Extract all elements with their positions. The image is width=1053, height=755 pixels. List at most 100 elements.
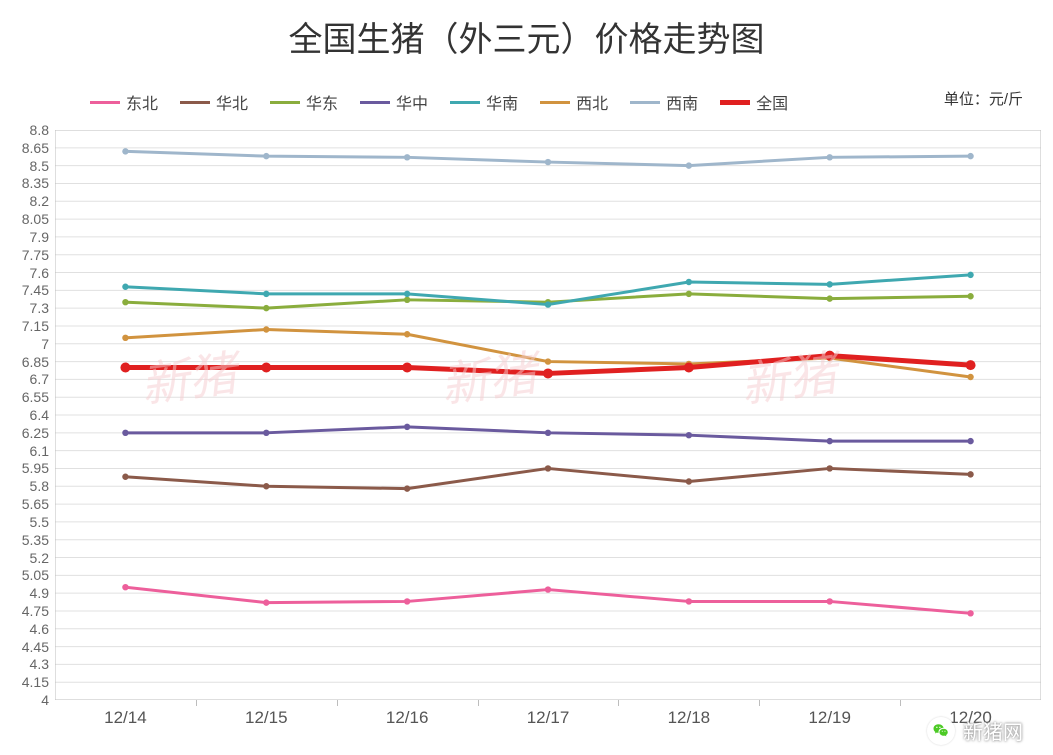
legend-label: 西南 xyxy=(666,90,698,114)
y-tick-label: 5.5 xyxy=(30,514,55,530)
series-marker xyxy=(122,474,128,480)
series-marker xyxy=(686,279,692,285)
series-marker xyxy=(263,599,269,605)
series-marker xyxy=(263,430,269,436)
series-marker xyxy=(263,326,269,332)
series-marker xyxy=(686,162,692,168)
x-tick-mark xyxy=(618,700,619,706)
series-marker xyxy=(545,301,551,307)
y-tick-label: 7 xyxy=(41,336,55,352)
legend-swatch xyxy=(630,101,660,104)
legend-label: 全国 xyxy=(756,90,788,114)
x-tick-label: 12/19 xyxy=(808,700,851,728)
legend-label: 东北 xyxy=(126,90,158,114)
series-marker xyxy=(686,478,692,484)
legend-label: 华东 xyxy=(306,90,338,114)
legend-swatch xyxy=(270,101,300,104)
y-tick-label: 8.65 xyxy=(22,140,55,156)
legend-item: 全国 xyxy=(720,90,788,114)
legend-item: 西北 xyxy=(540,90,608,114)
unit-label: 单位：元/斤 xyxy=(944,88,1023,109)
y-tick-label: 4.15 xyxy=(22,674,55,690)
series-marker xyxy=(686,291,692,297)
series-marker xyxy=(263,483,269,489)
series-marker xyxy=(825,351,835,361)
y-tick-label: 7.75 xyxy=(22,247,55,263)
series-marker xyxy=(967,438,973,444)
legend: 东北华北华东华中华南西北西南全国 xyxy=(90,90,788,114)
y-tick-label: 8.35 xyxy=(22,175,55,191)
series-marker xyxy=(545,430,551,436)
y-tick-label: 8.8 xyxy=(30,122,55,138)
series-marker xyxy=(404,331,410,337)
y-tick-label: 7.9 xyxy=(30,229,55,245)
y-tick-label: 4.45 xyxy=(22,639,55,655)
series-marker xyxy=(404,291,410,297)
y-tick-label: 6.25 xyxy=(22,425,55,441)
legend-swatch xyxy=(180,101,210,104)
plot-area: 44.154.34.454.64.754.95.055.25.355.55.65… xyxy=(55,130,1041,700)
legend-item: 东北 xyxy=(90,90,158,114)
gridlines xyxy=(55,130,1041,700)
series-marker xyxy=(122,284,128,290)
footer-logo: 新猪网 xyxy=(927,716,1023,745)
series-marker xyxy=(404,424,410,430)
y-tick-label: 8.05 xyxy=(22,211,55,227)
series-marker xyxy=(122,148,128,154)
x-tick-mark xyxy=(478,700,479,706)
y-tick-label: 6.55 xyxy=(22,389,55,405)
legend-item: 华东 xyxy=(270,90,338,114)
legend-item: 西南 xyxy=(630,90,698,114)
y-tick-label: 7.45 xyxy=(22,282,55,298)
series-marker xyxy=(263,291,269,297)
series-marker xyxy=(967,610,973,616)
series-marker xyxy=(402,363,412,373)
series-marker xyxy=(545,159,551,165)
x-tick-label: 12/17 xyxy=(527,700,570,728)
wechat-icon xyxy=(927,717,955,745)
footer-text: 新猪网 xyxy=(963,716,1023,745)
y-tick-label: 8.5 xyxy=(30,158,55,174)
series-marker xyxy=(967,471,973,477)
legend-label: 西北 xyxy=(576,90,608,114)
legend-swatch xyxy=(360,101,390,104)
x-tick-label: 12/18 xyxy=(668,700,711,728)
y-tick-label: 6.4 xyxy=(30,407,55,423)
series-marker xyxy=(122,335,128,341)
series-marker xyxy=(827,154,833,160)
series-marker xyxy=(827,281,833,287)
series-marker xyxy=(967,374,973,380)
x-tick-mark xyxy=(900,700,901,706)
y-tick-label: 5.2 xyxy=(30,550,55,566)
series-marker xyxy=(827,465,833,471)
series-marker xyxy=(545,586,551,592)
y-tick-label: 7.3 xyxy=(30,300,55,316)
series-marker xyxy=(545,358,551,364)
x-tick-label: 12/14 xyxy=(104,700,147,728)
legend-label: 华北 xyxy=(216,90,248,114)
y-tick-label: 5.35 xyxy=(22,532,55,548)
y-tick-label: 4.6 xyxy=(30,621,55,637)
y-tick-label: 8.2 xyxy=(30,193,55,209)
y-tick-label: 4.9 xyxy=(30,585,55,601)
y-tick-label: 6.85 xyxy=(22,354,55,370)
y-tick-label: 5.65 xyxy=(22,496,55,512)
chart-container: 全国生猪（外三元）价格走势图 东北华北华东华中华南西北西南全国 单位：元/斤 4… xyxy=(0,0,1053,755)
series-marker xyxy=(122,584,128,590)
series-marker xyxy=(404,297,410,303)
series-marker xyxy=(404,485,410,491)
legend-swatch xyxy=(450,101,480,104)
chart-title: 全国生猪（外三元）价格走势图 xyxy=(0,12,1053,61)
y-tick-label: 6.7 xyxy=(30,371,55,387)
series-marker xyxy=(967,153,973,159)
series-marker xyxy=(827,438,833,444)
series-group xyxy=(120,148,975,616)
chart-svg xyxy=(55,130,1041,700)
series-marker xyxy=(966,360,976,370)
legend-swatch xyxy=(90,101,120,104)
x-tick-mark xyxy=(759,700,760,706)
legend-label: 华南 xyxy=(486,90,518,114)
series-marker xyxy=(967,272,973,278)
series-marker xyxy=(404,598,410,604)
series-marker xyxy=(120,363,130,373)
